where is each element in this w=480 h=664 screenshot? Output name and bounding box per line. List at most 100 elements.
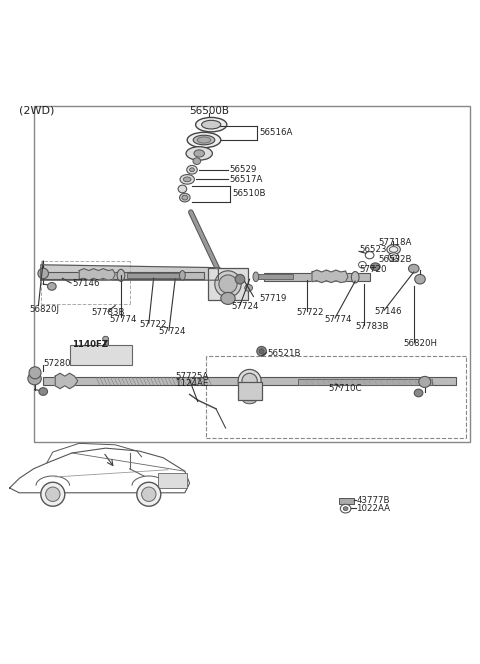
Text: 57280: 57280 [43,359,71,368]
Ellipse shape [197,137,211,143]
FancyBboxPatch shape [109,351,113,353]
FancyBboxPatch shape [76,354,80,357]
Ellipse shape [371,263,380,270]
FancyBboxPatch shape [71,357,75,360]
Ellipse shape [214,268,223,276]
FancyBboxPatch shape [71,361,75,363]
Text: 56529: 56529 [229,165,257,174]
Ellipse shape [343,507,348,511]
FancyBboxPatch shape [71,347,75,349]
FancyBboxPatch shape [100,351,104,353]
Polygon shape [41,265,218,280]
FancyBboxPatch shape [85,354,89,357]
Text: 1124AE: 1124AE [175,379,209,388]
Polygon shape [55,373,78,388]
FancyBboxPatch shape [109,354,113,357]
FancyBboxPatch shape [85,361,89,363]
FancyBboxPatch shape [129,361,132,363]
Ellipse shape [28,373,41,385]
FancyBboxPatch shape [119,354,123,357]
FancyBboxPatch shape [105,354,108,357]
FancyBboxPatch shape [114,361,118,363]
Ellipse shape [389,246,398,252]
Ellipse shape [178,185,187,193]
Ellipse shape [183,177,191,182]
Ellipse shape [48,283,56,290]
Ellipse shape [39,388,48,395]
Ellipse shape [196,118,227,132]
FancyBboxPatch shape [100,357,104,360]
Text: 56521B: 56521B [268,349,301,358]
Ellipse shape [117,270,125,282]
FancyBboxPatch shape [114,351,118,353]
Text: 57720: 57720 [359,265,386,274]
FancyBboxPatch shape [124,361,128,363]
FancyBboxPatch shape [109,357,113,360]
Ellipse shape [243,396,256,404]
FancyBboxPatch shape [90,351,94,353]
Ellipse shape [215,271,241,297]
Ellipse shape [387,244,400,254]
Ellipse shape [190,168,194,172]
Ellipse shape [340,505,351,513]
Text: 1140FZ: 1140FZ [72,340,108,349]
Text: 56516A: 56516A [259,127,293,137]
Ellipse shape [193,158,201,165]
FancyBboxPatch shape [105,351,108,353]
FancyBboxPatch shape [95,347,99,349]
Ellipse shape [103,337,108,341]
FancyBboxPatch shape [95,357,99,360]
FancyBboxPatch shape [129,351,132,353]
FancyBboxPatch shape [100,347,104,349]
Ellipse shape [38,268,48,279]
Ellipse shape [180,175,194,184]
FancyBboxPatch shape [100,361,104,363]
FancyBboxPatch shape [254,274,293,279]
Text: (2WD): (2WD) [19,106,55,116]
Text: 56500B: 56500B [189,106,229,116]
FancyBboxPatch shape [298,378,432,385]
Ellipse shape [419,376,431,387]
Ellipse shape [202,120,221,129]
FancyBboxPatch shape [119,347,123,349]
FancyBboxPatch shape [70,345,132,365]
FancyBboxPatch shape [71,351,75,353]
FancyBboxPatch shape [119,351,123,353]
Text: 57774: 57774 [109,315,137,323]
Ellipse shape [187,132,221,147]
Text: 57724: 57724 [158,327,186,337]
Ellipse shape [415,274,425,284]
Text: 57722: 57722 [139,320,167,329]
FancyBboxPatch shape [90,354,94,357]
Text: 57783B: 57783B [355,322,389,331]
FancyBboxPatch shape [114,347,118,349]
FancyBboxPatch shape [81,357,84,360]
Ellipse shape [391,255,396,260]
FancyBboxPatch shape [76,351,80,353]
Ellipse shape [137,482,161,506]
Ellipse shape [242,373,257,388]
FancyBboxPatch shape [207,268,249,300]
Ellipse shape [235,274,245,284]
Text: 57783B: 57783B [91,308,125,317]
FancyBboxPatch shape [71,354,75,357]
FancyBboxPatch shape [264,273,370,281]
Text: 57146: 57146 [374,307,402,316]
Ellipse shape [180,193,190,202]
FancyBboxPatch shape [119,357,123,360]
FancyBboxPatch shape [81,347,84,349]
FancyBboxPatch shape [85,357,89,360]
FancyBboxPatch shape [104,339,108,350]
FancyBboxPatch shape [85,351,89,353]
Ellipse shape [186,147,212,160]
Polygon shape [312,270,348,283]
FancyBboxPatch shape [95,361,99,363]
FancyBboxPatch shape [81,351,84,353]
FancyBboxPatch shape [127,273,180,278]
Ellipse shape [365,252,374,259]
FancyBboxPatch shape [76,357,80,360]
Ellipse shape [257,347,266,356]
Ellipse shape [388,253,399,262]
Text: 57718A: 57718A [378,238,412,247]
FancyBboxPatch shape [109,361,113,363]
